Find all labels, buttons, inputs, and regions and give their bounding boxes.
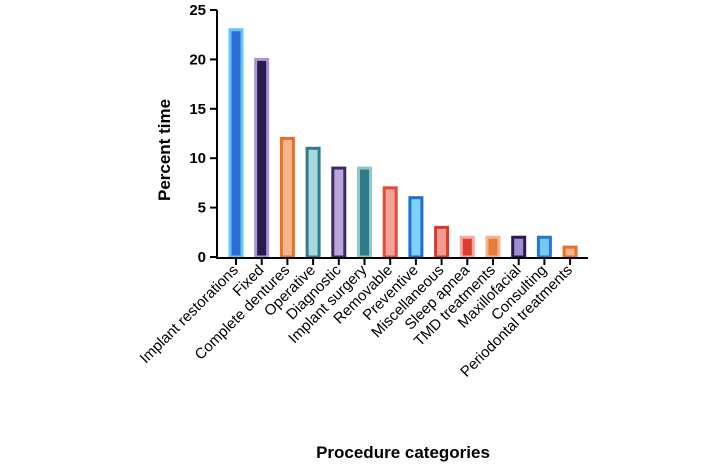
y-tick-label: 5 bbox=[198, 200, 206, 217]
bar bbox=[485, 235, 501, 259]
y-axis-title: Percent time bbox=[155, 99, 174, 201]
y-tick-label: 0 bbox=[198, 249, 206, 266]
y-tick-label: 20 bbox=[189, 51, 206, 68]
bar bbox=[562, 245, 578, 259]
bar bbox=[305, 146, 321, 259]
y-axis: 0 5 10 15 20 25 bbox=[189, 2, 218, 266]
bar bbox=[408, 196, 424, 259]
y-tick-label: 15 bbox=[189, 101, 206, 118]
x-axis bbox=[216, 257, 588, 265]
y-tick-label: 10 bbox=[189, 150, 206, 167]
y-tick-label: 25 bbox=[189, 2, 206, 19]
x-tick-label: Implant restorations bbox=[137, 262, 242, 367]
x-axis-title: Procedure categories bbox=[316, 443, 490, 462]
bar bbox=[434, 225, 450, 259]
bar bbox=[382, 186, 398, 259]
bar bbox=[459, 235, 475, 259]
bar bbox=[228, 28, 244, 259]
bar bbox=[536, 235, 552, 259]
bar bbox=[511, 235, 527, 259]
bars bbox=[228, 28, 578, 259]
bar bbox=[254, 57, 270, 259]
bar bbox=[331, 166, 347, 259]
bar bbox=[357, 166, 372, 259]
bar bbox=[279, 136, 295, 259]
